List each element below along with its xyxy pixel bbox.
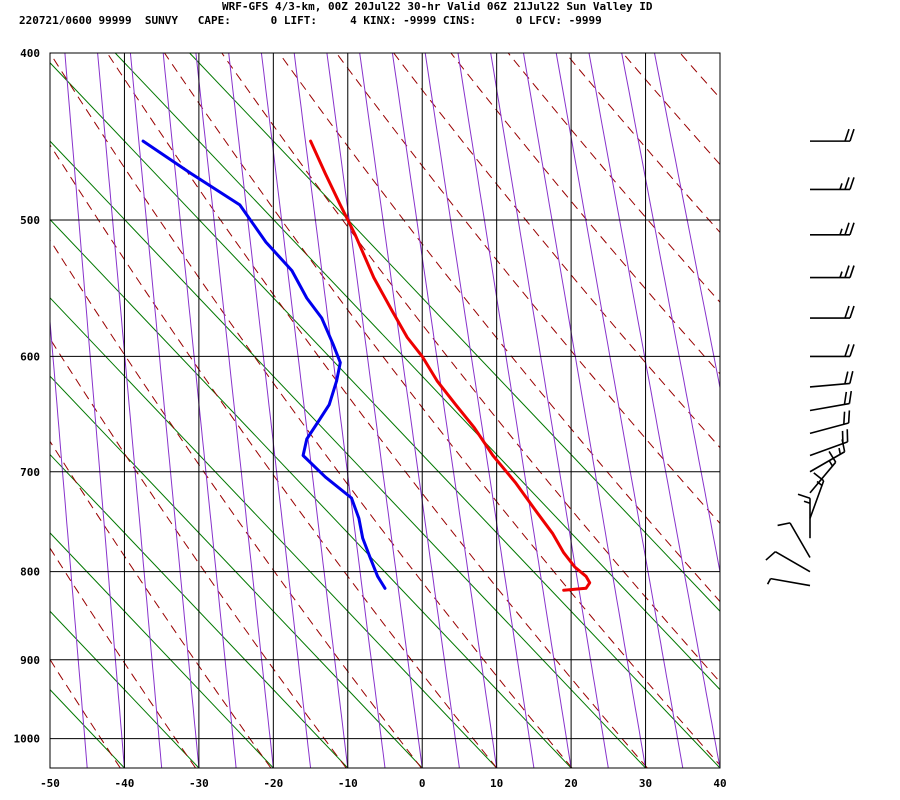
dry-adiabat — [565, 53, 720, 234]
x-tick-label: -50 — [40, 777, 60, 790]
moist-adiabat — [359, 53, 460, 768]
isotherm-line — [50, 453, 349, 768]
isotherm-line — [114, 53, 720, 691]
wind-barb — [797, 493, 811, 539]
moist-adiabat — [293, 53, 386, 768]
sounding-stats-line: 220721/0600 99999 SUNVY CAPE: 0 LIFT: 4 … — [19, 14, 602, 27]
moist-adiabat — [0, 53, 13, 768]
wind-barb — [810, 305, 855, 319]
plot-frame — [49, 52, 721, 769]
moist-adiabat — [457, 53, 572, 768]
moist-adiabat — [523, 53, 647, 768]
y-tick-label: 900 — [20, 654, 40, 667]
dry-adiabat — [106, 53, 648, 768]
x-tick-label: 20 — [564, 777, 577, 790]
dry-adiabat — [50, 440, 272, 768]
chart-header: WRF-GFS 4/3-km, 00Z 20Jul22 30-hr Valid … — [0, 0, 900, 30]
moist-adiabat — [50, 315, 88, 768]
moist-adiabat — [162, 53, 237, 768]
isotherm-line — [50, 610, 200, 768]
isotherm-line — [50, 297, 498, 768]
isotherm-line — [50, 375, 423, 768]
x-tick-label: -40 — [115, 777, 135, 790]
dry-adiabat — [50, 547, 197, 768]
x-tick-label: -30 — [189, 777, 209, 790]
x-tick-label: 0 — [419, 777, 426, 790]
y-tick-label: 600 — [20, 350, 40, 363]
dry-adiabat — [50, 337, 347, 768]
dewpoint-profile-line — [141, 139, 387, 590]
dry-adiabat — [393, 53, 720, 449]
moist-adiabat — [588, 53, 720, 768]
dry-adiabat — [50, 53, 573, 768]
y-tick-label: 1000 — [14, 733, 41, 746]
wind-barb — [809, 472, 825, 519]
wind-barb — [809, 370, 854, 388]
x-tick-label: 10 — [490, 777, 503, 790]
moist-adiabat — [424, 53, 535, 768]
wind-barb — [777, 522, 811, 558]
wind-barb — [809, 439, 846, 473]
isotherm-line — [50, 688, 125, 768]
dry-adiabat — [622, 53, 720, 166]
isotherm-line — [50, 218, 572, 768]
isotherm-line — [50, 62, 720, 768]
x-tick-label: -10 — [338, 777, 358, 790]
dry-adiabat — [679, 53, 720, 99]
wind-barb — [810, 344, 855, 358]
moist-adiabat — [621, 53, 720, 575]
dry-adiabat — [221, 53, 720, 683]
temperature-profile-line — [309, 139, 592, 592]
moist-adiabat — [260, 53, 349, 768]
moist-adiabat — [97, 53, 163, 768]
moist-adiabat — [64, 53, 125, 768]
x-tick-label: -20 — [263, 777, 283, 790]
moist-adiabat — [654, 53, 720, 391]
isotherm-line — [50, 140, 646, 768]
y-tick-label: 700 — [20, 466, 40, 479]
wind-barb — [810, 177, 855, 191]
chart-title: WRF-GFS 4/3-km, 00Z 20Jul22 30-hr Valid … — [222, 0, 653, 13]
wind-barb — [809, 410, 851, 435]
dry-adiabat — [507, 53, 720, 303]
moist-adiabat — [195, 53, 274, 768]
dry-adiabat — [450, 53, 720, 375]
wind-barb — [766, 577, 811, 587]
moist-adiabat — [326, 53, 423, 768]
wind-barb — [810, 128, 855, 142]
dry-adiabat — [50, 143, 498, 768]
y-tick-label: 500 — [20, 214, 40, 227]
moist-adiabat — [391, 53, 498, 768]
dry-adiabat — [278, 53, 720, 603]
moist-adiabat — [228, 53, 312, 768]
wind-barb — [810, 222, 855, 236]
moist-adiabat — [490, 53, 609, 768]
wind-barb — [809, 390, 853, 412]
x-tick-label: 40 — [713, 777, 726, 790]
wind-barb — [809, 450, 837, 494]
wind-barb — [765, 550, 811, 573]
isotherm-line — [50, 532, 274, 768]
dry-adiabat — [164, 53, 720, 766]
moist-adiabat — [129, 53, 200, 768]
dry-adiabat — [50, 658, 121, 768]
y-tick-label: 400 — [20, 47, 40, 60]
x-tick-label: 30 — [639, 777, 652, 790]
wind-barb — [810, 265, 855, 279]
y-tick-label: 800 — [20, 566, 40, 579]
dry-adiabat — [335, 53, 720, 525]
isotherm-line — [189, 53, 720, 613]
moist-adiabat — [555, 53, 684, 768]
